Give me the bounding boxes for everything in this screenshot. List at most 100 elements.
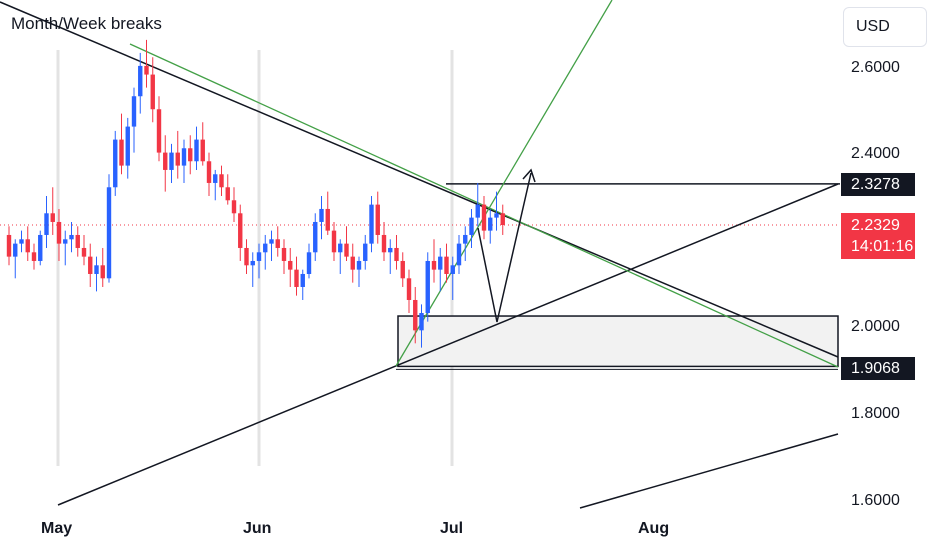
time-tick-aug: Aug <box>638 520 670 537</box>
candle-body <box>56 221 62 244</box>
candle-body <box>244 247 249 266</box>
candle-body <box>488 217 493 231</box>
candle-body <box>431 260 437 270</box>
lower-trendline <box>579 433 839 509</box>
candle-body <box>150 74 155 110</box>
candle-body <box>144 65 149 75</box>
time-tick-may: May <box>41 520 73 537</box>
candle-body <box>481 204 487 231</box>
currency-selector[interactable]: USD <box>843 7 927 47</box>
candle-body <box>375 204 380 235</box>
candle-body <box>6 234 12 257</box>
candle-body <box>81 247 87 257</box>
price-tick-2-0: 2.0000 <box>851 318 900 335</box>
candle-body <box>238 213 243 248</box>
candle-body <box>213 174 218 183</box>
current-price-value: 2.2329 <box>851 217 900 234</box>
candle-body <box>31 252 37 261</box>
candle-body <box>325 208 330 231</box>
candle-body <box>500 213 505 225</box>
chart-title: Month/Week breaks <box>11 14 162 33</box>
time-tick-jun: Jun <box>243 520 272 537</box>
candle-body <box>450 265 455 274</box>
candle-body <box>400 260 405 279</box>
candle-body <box>94 265 99 274</box>
candle-body <box>13 243 18 257</box>
candle-body <box>194 139 199 162</box>
ascending-trendline <box>57 183 839 506</box>
candle-body <box>100 265 105 279</box>
candle-body <box>463 234 468 244</box>
bar-countdown: 14:01:16 <box>851 238 914 255</box>
candle-body <box>119 139 124 166</box>
candle-body <box>169 152 174 170</box>
candle-body <box>356 260 362 270</box>
candle-body <box>125 126 130 166</box>
candle-body <box>163 152 168 170</box>
candle-body <box>106 187 112 279</box>
candle-body <box>113 139 118 188</box>
candle-body <box>388 247 393 253</box>
candle-body <box>419 312 424 331</box>
support-zone <box>397 315 839 368</box>
candle-body <box>363 243 368 261</box>
candle-body <box>425 260 430 313</box>
candle-body <box>263 243 268 253</box>
candle-body <box>381 234 387 253</box>
candle-body <box>131 96 137 127</box>
candle-body <box>413 299 418 331</box>
current-price-tag: 2.2329 14:01:16 <box>841 213 915 259</box>
resistance-price-tag: 2.3278 <box>841 173 915 196</box>
time-tick-jul: Jul <box>440 520 464 537</box>
candle-body <box>25 239 30 253</box>
candle-body <box>275 239 280 248</box>
candle-body <box>38 234 43 261</box>
candle-body <box>206 161 212 183</box>
price-tick-2-4: 2.4000 <box>851 145 900 162</box>
candle-body <box>313 221 318 253</box>
candle-body <box>200 139 205 162</box>
candle-body <box>250 260 255 266</box>
candle-body <box>219 174 224 188</box>
candle-body <box>88 256 93 274</box>
price-tick-2-6: 2.6000 <box>851 59 900 76</box>
candle-body <box>319 208 324 222</box>
descending-trendline <box>0 1 839 358</box>
green-ascending-line <box>395 0 613 367</box>
support-price-tag: 1.9068 <box>841 357 915 380</box>
candle-body <box>306 252 312 274</box>
candle-body <box>394 247 399 261</box>
candle-body <box>156 109 162 153</box>
candle-body <box>225 187 230 201</box>
candle-body <box>469 217 474 235</box>
candle-body <box>19 239 24 244</box>
candle-body <box>75 234 80 248</box>
candle-body <box>494 213 499 218</box>
candle-body <box>50 213 55 222</box>
candle-body <box>256 252 262 261</box>
candle-body <box>288 260 293 270</box>
candle-body <box>138 65 143 97</box>
candle-body <box>344 243 349 257</box>
candle-body <box>69 234 74 240</box>
candle-body <box>338 243 343 253</box>
candle-body <box>188 148 193 162</box>
candle-body <box>294 269 299 287</box>
candle-body <box>300 273 305 287</box>
candle-body <box>438 256 443 270</box>
candle-body <box>369 204 374 244</box>
candle-body <box>44 213 49 235</box>
candle-body <box>444 256 449 274</box>
candle-body <box>350 256 355 270</box>
projection-path <box>477 172 532 323</box>
candle-body <box>281 247 287 261</box>
candle-body <box>231 200 237 214</box>
candle-body <box>456 243 462 266</box>
price-tick-1-6: 1.6000 <box>851 492 900 509</box>
candle-body <box>181 148 187 166</box>
projection-arrowhead <box>522 168 536 183</box>
candle-body <box>331 230 337 253</box>
candle-body <box>63 239 68 244</box>
price-tick-1-8: 1.8000 <box>851 405 900 422</box>
